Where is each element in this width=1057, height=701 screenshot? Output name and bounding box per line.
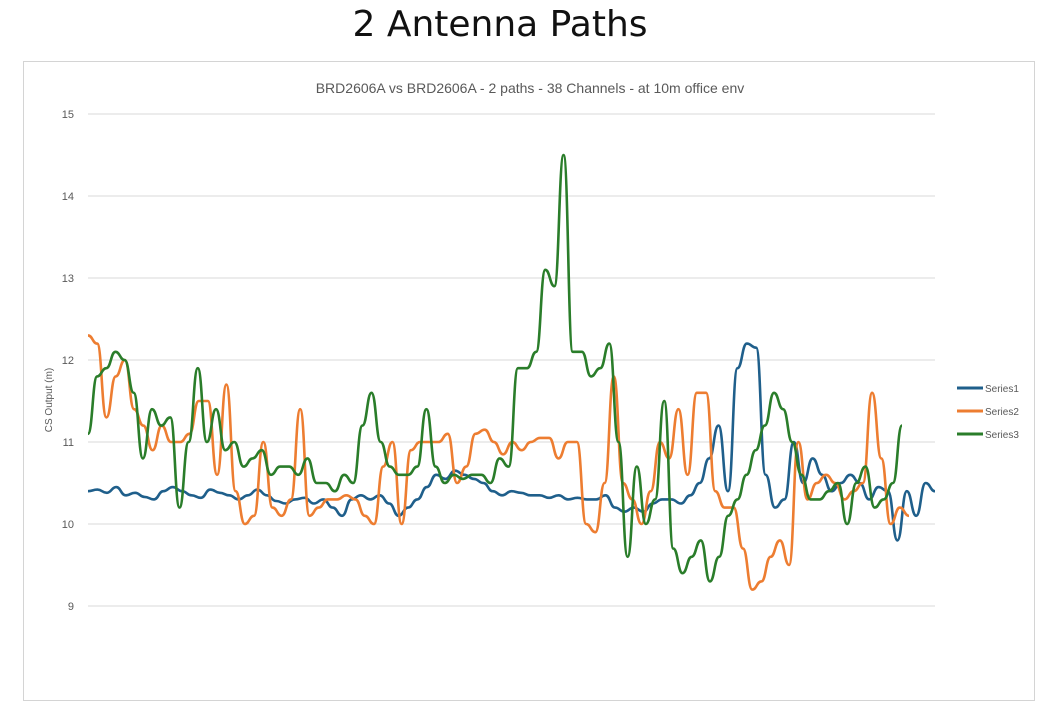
y-axis-ticks: 9 10 11 12 13 14 15 [62, 109, 74, 613]
page-title: 2 Antenna Paths [352, 4, 648, 45]
y-axis-label: CS Output (m) [44, 368, 55, 432]
y-tick-label: 10 [62, 519, 74, 531]
legend-label: Series3 [985, 430, 1019, 441]
legend-label: Series1 [985, 384, 1019, 395]
series-lines [86, 153, 936, 591]
y-tick-label: 13 [62, 273, 74, 285]
y-tick-label: 15 [62, 109, 74, 121]
y-tick-label: 11 [63, 437, 74, 449]
chart-title: BRD2606A vs BRD2606A - 2 paths - 38 Chan… [316, 80, 745, 96]
legend: Series1 Series2 Series3 [957, 384, 1019, 441]
line-chart: BRD2606A vs BRD2606A - 2 paths - 38 Chan… [44, 80, 1019, 613]
series-line-series2 [87, 334, 910, 591]
y-tick-label: 14 [62, 191, 74, 203]
y-tick-label: 9 [68, 601, 74, 613]
legend-label: Series2 [985, 407, 1019, 418]
gridlines [88, 113, 935, 607]
y-tick-label: 12 [62, 355, 74, 367]
series-line-series3 [86, 153, 904, 583]
